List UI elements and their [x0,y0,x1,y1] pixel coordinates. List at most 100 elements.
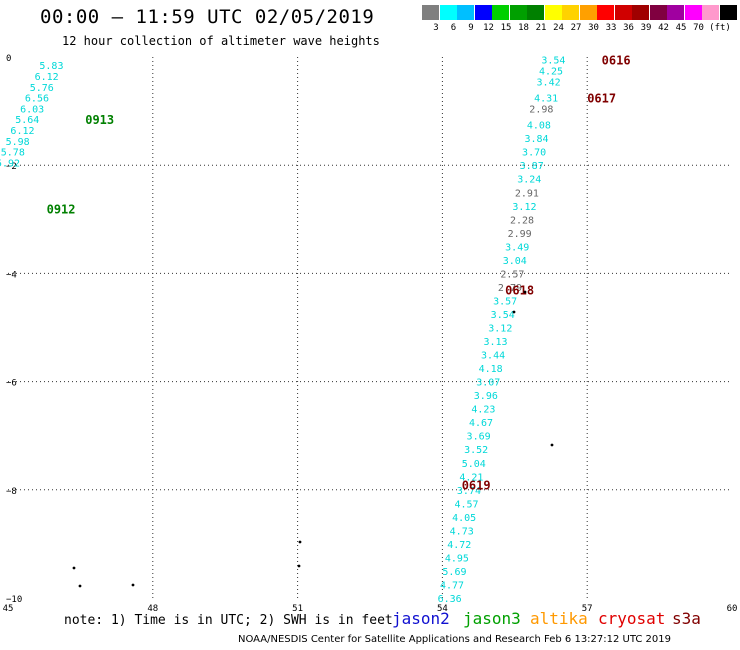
x-tick-label: 54 [437,604,448,614]
wave-height-label: 5.83 [39,61,63,72]
wave-height-label: 2.57 [500,269,524,280]
coastline-mark [298,540,302,544]
scale-label: 30 [588,23,599,33]
scale-unit: (ft) [709,23,731,33]
wave-height-label: 3.69 [467,432,491,443]
scale-swatch [597,5,614,20]
wave-height-label: 2.79 [498,283,522,294]
wave-height-label: 3.24 [517,175,541,186]
wave-height-label: 5.98 [6,137,30,148]
wave-height-label: 3.04 [503,256,527,267]
scale-label: 18 [518,23,529,33]
scale-swatch [684,5,702,20]
scale-label: 12 [483,23,494,33]
pass-time-label: 0912 [47,202,76,216]
units-note: note: 1) Time is in UTC; 2) SWH is in fe… [64,613,393,628]
scale-swatch [457,5,474,20]
wave-height-label: 3.74 [457,486,481,497]
y-tick-label: −8 [6,487,17,497]
scale-label: 24 [553,23,564,33]
scale-label: 3 [433,23,439,33]
coastline-mark [297,564,301,568]
coastline-mark [72,566,76,570]
wave-height-label: 6.12 [10,126,34,137]
wave-height-label: 3.07 [476,378,500,389]
pass-time-label: 0617 [587,92,616,106]
scale-label: 15 [500,23,512,33]
scale-swatch [474,5,492,20]
wave-height-label: 3.12 [512,202,536,213]
wave-height-label: 4.25 [539,67,563,78]
x-tick-label: 45 [3,604,14,614]
wave-height-label: 6.03 [20,104,44,115]
wave-height-label: 3.84 [524,134,548,145]
wave-height-label: 4.18 [479,364,503,375]
wave-height-label: 2.98 [529,104,553,115]
wave-height-label: 3.52 [464,445,488,456]
scale-swatch [544,5,562,20]
wave-height-label: 4.73 [450,526,474,537]
scale-swatch [614,5,632,20]
y-tick-label: −4 [6,270,17,280]
wave-height-label: 5.92 [0,158,20,169]
y-tick-label: −2 [6,162,17,172]
scale-label: 36 [623,23,634,33]
scale-swatch [439,5,457,20]
coastline-mark [78,584,82,588]
satellite-label-jason3: jason3 [463,609,521,628]
wave-height-label: 3.49 [505,242,529,253]
scale-swatch [719,5,737,20]
satellite-label-cryosat: cryosat [598,609,666,628]
wave-height-label: 2.99 [508,229,532,240]
x-tick-label: 60 [727,604,738,614]
wave-height-label: 3.42 [537,77,561,88]
coastline-mark [550,443,554,447]
scale-swatch [579,5,597,20]
scale-swatch [492,5,509,20]
scale-label: 6 [450,23,457,33]
wave-height-label: 3.44 [481,351,505,362]
wave-height-label: 3.54 [491,310,515,321]
pass-time-label: 0618 [505,284,534,298]
wave-height-label: 2.28 [510,215,534,226]
y-tick-label: 0 [6,54,11,64]
scale-swatch [509,5,527,20]
wave-height-label: 6.12 [35,72,59,83]
coastline-mark [131,583,135,587]
wave-height-label: 5.78 [1,148,25,159]
chart-subtitle: 12 hour collection of altimeter wave hei… [62,34,380,48]
wave-height-label: 4.77 [440,580,464,591]
pass-time-label: 0616 [602,54,631,68]
wave-height-label: 3.12 [488,324,512,335]
wave-height-label: 3.13 [483,337,507,348]
x-tick-label: 48 [147,604,158,614]
wave-height-label: 3.54 [541,56,565,67]
wave-height-label: 4.72 [447,540,471,551]
wave-height-label: 5.64 [15,115,39,126]
wave-height-label: 4.23 [471,405,495,416]
scale-label: 27 [570,23,582,33]
satellite-label-s3a: s3a [672,609,701,628]
scale-swatch [562,5,579,20]
wave-height-label: 5.69 [442,567,466,578]
wave-height-label: 4.57 [454,499,478,510]
satellite-label-jason2: jason2 [392,609,450,628]
wave-height-label: 5.76 [30,83,54,94]
wave-height-label: 3.96 [474,391,498,402]
wave-height-label: 4.21 [459,472,483,483]
wave-height-label: 4.31 [534,94,558,105]
wave-height-label: 2.91 [515,188,539,199]
wave-height-label: 6.36 [438,594,462,605]
wave-height-label: 4.05 [452,513,476,524]
scale-swatch [422,5,439,20]
scale-label: 21 [535,23,547,33]
y-tick-label: −6 [6,379,17,389]
coastline-mark [512,310,516,314]
wave-height-label: 6.56 [25,94,49,105]
pass-time-label: 0913 [85,113,114,127]
scale-label: 33 [605,23,617,33]
scale-swatch [702,5,719,20]
wave-height-label: 4.67 [469,418,493,429]
scale-label: 39 [640,23,652,33]
